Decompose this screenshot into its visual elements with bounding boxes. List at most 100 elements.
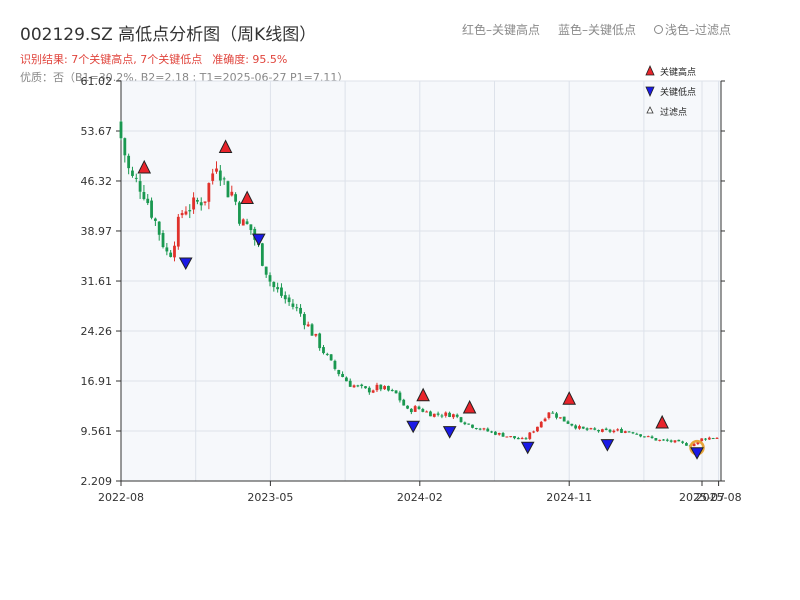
candle-body <box>555 413 558 418</box>
candle-body <box>681 441 685 443</box>
candle-body <box>169 252 173 257</box>
key-low-marker <box>690 447 704 460</box>
candle-body <box>600 429 604 432</box>
candle-body <box>299 307 302 314</box>
candle-body <box>161 233 165 248</box>
candle-body <box>287 297 291 303</box>
candle-body <box>711 438 715 440</box>
candle-body <box>662 439 665 441</box>
y-tick-label: 46.32 <box>81 175 113 188</box>
candle-body <box>646 436 650 438</box>
result-summary: 识别结果: 7个关键高点, 7个关键低点 准确度: 95.5% <box>20 51 287 67</box>
candle-body <box>532 431 536 433</box>
candle-body <box>528 432 532 439</box>
candle-body <box>482 428 486 430</box>
candle-body <box>180 213 184 216</box>
legend-low-label: 关键低点 <box>660 86 696 98</box>
candle-body <box>448 412 451 417</box>
candle-body <box>497 432 501 435</box>
legend-low-icon <box>645 86 655 97</box>
candle-body <box>345 377 348 382</box>
candle-body <box>467 423 471 425</box>
y-tick-label: 9.561 <box>81 425 113 438</box>
candle-body <box>425 411 429 413</box>
candle-body <box>383 386 387 390</box>
candle-body <box>429 411 432 417</box>
accuracy-text: 准确度: 95.5% <box>212 53 288 66</box>
candle-body <box>536 426 539 432</box>
candle-body <box>291 303 295 307</box>
candle-body <box>230 191 234 196</box>
key-low-marker <box>442 426 457 439</box>
x-tick-label: 2023-05 <box>247 491 293 504</box>
candle-body <box>692 443 696 447</box>
x-tick-label: 2025-08 <box>696 491 742 504</box>
x-tick-label: 2024-11 <box>546 491 592 504</box>
candle-body <box>218 170 222 181</box>
key-low-marker <box>406 420 421 434</box>
candle-body <box>501 433 505 437</box>
candle-body <box>215 168 218 172</box>
candle-body <box>375 384 379 391</box>
chart-title: 002129.SZ 高低点分析图（周K线图） <box>20 25 317 45</box>
candle-body <box>176 216 180 247</box>
legend-high-icon <box>645 65 655 76</box>
candle-body <box>704 438 707 440</box>
candle-body <box>222 178 226 180</box>
candle-body <box>394 390 398 394</box>
candle-body <box>490 431 493 433</box>
candle-body <box>268 275 272 282</box>
key-high-marker <box>416 387 430 402</box>
candle-body <box>409 408 413 413</box>
candle-body <box>524 438 528 440</box>
candle-body <box>318 333 322 349</box>
candle-body <box>551 412 555 414</box>
legend-high-label: 关键高点 <box>660 66 696 78</box>
candle-body <box>654 438 658 441</box>
y-tick-label: 24.26 <box>81 325 113 338</box>
candle-body <box>138 181 142 192</box>
candle-body <box>463 422 467 425</box>
key-high-marker <box>240 190 254 205</box>
candle-body <box>639 434 642 437</box>
key-low-marker <box>251 233 266 247</box>
candle-body <box>371 390 375 393</box>
candle-body <box>192 197 195 210</box>
candle-body <box>173 245 176 258</box>
candle-body <box>306 324 310 327</box>
candle-body <box>352 385 356 388</box>
candle-body <box>700 438 704 441</box>
key-high-marker <box>462 399 477 414</box>
y-tick-label: 53.67 <box>81 125 113 138</box>
candle-body <box>520 438 524 440</box>
candle-body <box>451 414 455 418</box>
top-legend: 红色–关键高点 蓝色–关键低点 浅色–过滤点 <box>462 21 767 38</box>
candle-body <box>196 199 199 202</box>
candle-body <box>360 384 364 387</box>
candle-body <box>337 369 341 375</box>
candle-body <box>677 439 681 442</box>
candle-body <box>570 423 574 426</box>
circle-icon <box>654 25 664 34</box>
candle-body <box>157 221 161 235</box>
candle-body <box>131 170 134 176</box>
candle-body <box>310 324 314 336</box>
candle-body <box>616 429 620 431</box>
top-legend-light-label: 浅色–过滤点 <box>665 23 732 37</box>
candle-body <box>348 380 352 387</box>
candle-body <box>283 295 287 300</box>
x-tick-label: 2024-02 <box>397 491 443 504</box>
candle-body <box>322 347 325 354</box>
candle-body <box>390 390 394 392</box>
y-tick-label: 38.97 <box>81 225 113 238</box>
candle-body <box>516 437 520 440</box>
candle-body <box>707 437 711 440</box>
candle-body <box>623 431 627 433</box>
candle-body <box>127 155 131 169</box>
candle-body <box>627 431 631 433</box>
candle-body <box>329 354 333 361</box>
key-high-marker <box>655 414 669 429</box>
candle-body <box>631 432 635 434</box>
key-high-marker <box>137 159 152 174</box>
candle-body <box>578 426 581 429</box>
